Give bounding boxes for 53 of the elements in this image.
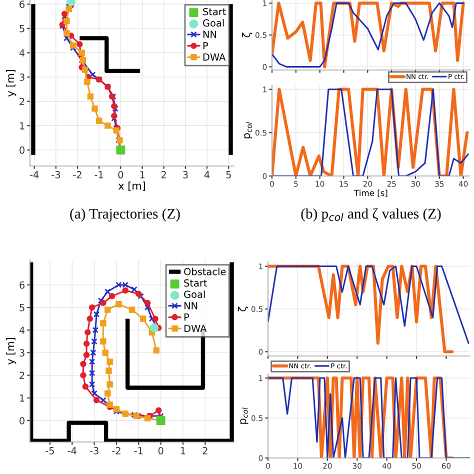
x-tick-label: -3 (52, 171, 60, 178)
y-tick-label: 4 (19, 326, 25, 334)
y-tick-label: 2 (20, 98, 24, 106)
x-tick-label: -1 (94, 171, 104, 178)
legend-label: NN (203, 30, 216, 38)
x-tick-label: -3 (90, 447, 98, 454)
x-tick-label: 3 (183, 171, 188, 178)
legend-label: DWA (184, 324, 207, 332)
x-tick-label: -1 (134, 447, 143, 454)
legend-label: DWA (203, 53, 226, 61)
y-axis-title: ζ (238, 306, 248, 312)
legend-label: Obstacle (184, 268, 226, 276)
y-axis-title: y [m] (6, 338, 16, 365)
y-tick-label: 3 (20, 74, 24, 81)
legend-label: NN (184, 302, 198, 310)
y-axis-title: p$_{col}$ (244, 122, 252, 138)
y-axis-title: ζ (242, 32, 252, 38)
x-tick-label: 2 (202, 447, 208, 454)
y-tick-label: 4 (19, 49, 25, 56)
x-tick-label: 4 (204, 171, 210, 178)
x-axis-title: x [m] (118, 182, 145, 191)
y-tick-label: 1 (20, 394, 24, 402)
x-tick-label: 0 (158, 447, 164, 454)
x-tick-label: 2 (161, 171, 166, 178)
x-tick-label: 1 (140, 171, 144, 178)
y-tick-label: 0 (20, 146, 24, 154)
y-axis-title: p$_{col}$ (240, 408, 248, 424)
text: (b) p$_{col}$ and ζ values (Z) (301, 208, 441, 222)
legend-label: Goal (184, 290, 205, 298)
y-tick-label: 1 (20, 122, 24, 130)
y-tick-label: 0 (20, 417, 24, 424)
y-tick-label: 2 (20, 372, 24, 379)
x-axis-title: Time [s] (354, 190, 388, 198)
x-tick-label: -5 (46, 447, 54, 454)
y-tick-label: 6 (20, 0, 25, 8)
legend-label: P (203, 42, 208, 50)
y-axis-title: y [m] (6, 70, 16, 97)
y-tick-label: 3 (20, 349, 24, 357)
legend-label: Start (203, 8, 226, 16)
legend-label: Goal (203, 19, 224, 27)
legend-label: Start (184, 279, 208, 287)
y-tick-label: 5 (20, 25, 24, 32)
legend-label: P (184, 313, 190, 321)
x-tick-label: -4 (68, 447, 76, 454)
x-tick-label: -2 (73, 171, 82, 178)
x-tick-label: -4 (30, 171, 39, 178)
x-tick-label: 0 (118, 171, 124, 178)
x-tick-label: 5 (226, 171, 231, 178)
x-tick-label: -2 (112, 447, 120, 454)
text: (a) Trajectories (Z) (70, 208, 180, 222)
y-tick-label: 5 (20, 304, 24, 312)
x-tick-label: 1 (180, 447, 186, 454)
y-tick-label: 6 (20, 281, 25, 289)
